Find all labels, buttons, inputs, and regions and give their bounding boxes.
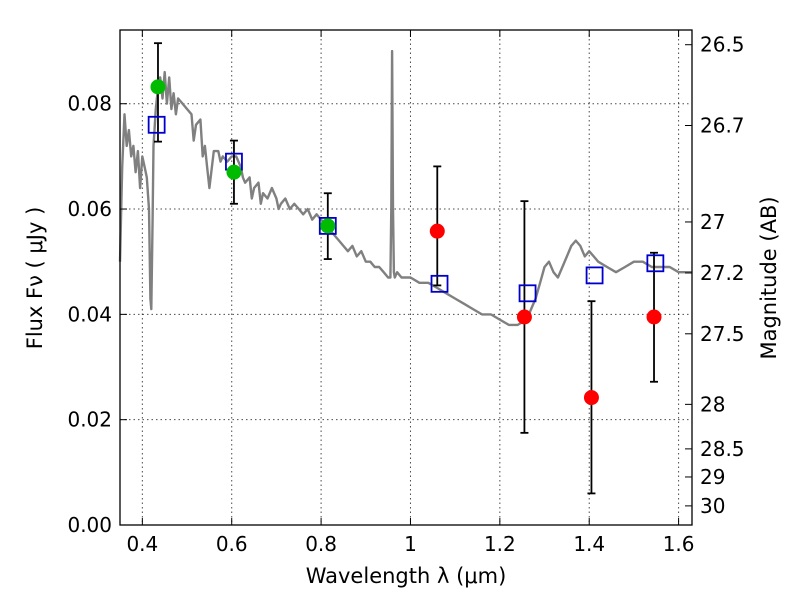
marker-layer bbox=[147, 79, 665, 406]
x-tick-label: 0.6 bbox=[216, 532, 248, 556]
y-tick-label: 0.08 bbox=[67, 92, 112, 116]
synthetic-photometry-square bbox=[318, 216, 337, 235]
synthetic-photometry-square bbox=[147, 115, 166, 134]
x-tick-label: 0.8 bbox=[305, 532, 337, 556]
synthetic-photometry-square bbox=[585, 266, 604, 285]
synthetic-photometry-square bbox=[430, 274, 449, 293]
detection-point bbox=[226, 164, 242, 180]
x-tick-label: 1.6 bbox=[663, 532, 695, 556]
y-tick-label: 0.04 bbox=[67, 302, 112, 326]
error-layer bbox=[153, 42, 659, 495]
y2-tick-label: 27.5 bbox=[700, 322, 745, 346]
y2-tick-label: 29 bbox=[700, 465, 725, 489]
y2-tick-label: 28.5 bbox=[700, 437, 745, 461]
x-tick-label: 1.2 bbox=[484, 532, 516, 556]
y2-axis-label: Magnitude (AB) bbox=[757, 196, 781, 359]
x-axis-label: Wavelength λ (μm) bbox=[306, 564, 507, 588]
x-tick-label: 1 bbox=[404, 532, 417, 556]
y-tick-label: 0.06 bbox=[67, 197, 112, 221]
upper-point bbox=[429, 223, 445, 239]
upper-point bbox=[516, 309, 532, 325]
x-tick-label: 0.4 bbox=[126, 532, 158, 556]
detection-point bbox=[150, 79, 166, 95]
model-spectrum-line bbox=[118, 49, 692, 327]
upper-point bbox=[583, 390, 599, 406]
y2-tick-label: 27 bbox=[700, 210, 725, 234]
synthetic-photometry-square bbox=[518, 284, 537, 303]
plot-frame bbox=[119, 29, 693, 526]
y2-tick-label: 28 bbox=[700, 392, 725, 416]
y-tick-label: 0.02 bbox=[67, 408, 112, 432]
y2-tick-label: 26.5 bbox=[700, 33, 745, 57]
detection-point bbox=[320, 218, 336, 234]
y-axis-label: Flux Fν ( μJy ) bbox=[23, 207, 47, 350]
tick-layer: 0.4 0.6 0.8 1 1.2 1.4 1.6 0.00 0.02 0.04 0.06 0.08 2… bbox=[67, 30, 745, 556]
y-tick-label: 0.00 bbox=[67, 513, 112, 537]
y2-tick-label: 30 bbox=[700, 494, 725, 518]
synthetic-photometry-square bbox=[646, 254, 665, 273]
upper-point bbox=[646, 309, 662, 325]
y2-tick-label: 27.2 bbox=[700, 261, 745, 285]
x-tick-label: 1.4 bbox=[573, 532, 605, 556]
y2-tick-label: 26.7 bbox=[700, 114, 745, 138]
model-layer bbox=[118, 49, 692, 327]
